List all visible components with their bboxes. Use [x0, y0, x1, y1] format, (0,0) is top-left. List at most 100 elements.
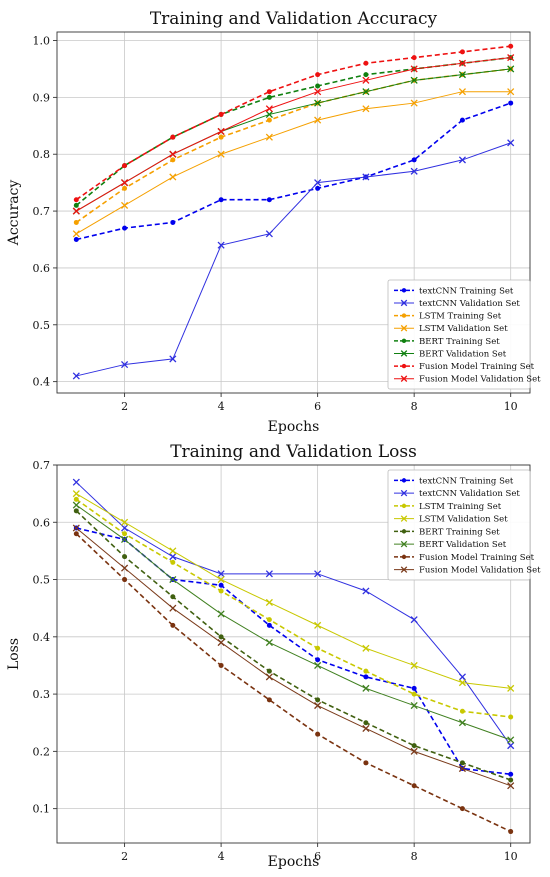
data-point: [72, 230, 80, 238]
data-point: [314, 701, 322, 710]
data-point: [458, 156, 466, 164]
data-point: [459, 117, 465, 123]
data-point: [72, 478, 80, 486]
x-tick-label: 6: [314, 400, 321, 413]
ticks: 2 4 6 8 10 0.4 0.5 0.6 0.7 0.8 0.9 1.0: [33, 35, 518, 413]
y-axis-label: Accuracy: [6, 180, 22, 247]
y-axis-label: Loss: [6, 638, 22, 670]
y-tick-label: 0.4: [33, 631, 51, 644]
series-line: [75, 510, 511, 781]
data-point: [266, 622, 272, 628]
data-point: [315, 83, 321, 89]
data-point: [73, 237, 79, 243]
legend-label: LSTM Validation Set: [419, 324, 508, 334]
data-point: [265, 133, 273, 141]
legend-marker: [400, 515, 408, 522]
legend-label: BERT Validation Set: [419, 540, 507, 550]
data-point: [218, 111, 224, 117]
data-point: [265, 673, 273, 681]
data-point: [508, 714, 514, 720]
series-line: [75, 527, 511, 787]
data-point: [458, 673, 466, 681]
legend-marker: [400, 540, 408, 548]
data-point: [314, 88, 322, 96]
data-point: [121, 524, 129, 532]
data-point: [410, 661, 418, 670]
legend-label: Fusion Model Training Set: [419, 362, 535, 372]
data-point: [411, 685, 417, 691]
data-point: [362, 684, 370, 692]
series-1: [72, 478, 515, 750]
data-point: [362, 724, 370, 733]
y-tick-label: 0.9: [33, 91, 51, 104]
legend-label: textCNN Training Set: [419, 286, 514, 296]
plot-frame: [56, 31, 531, 394]
data-point: [122, 163, 128, 169]
data-point: [458, 679, 466, 687]
data-point: [169, 173, 177, 181]
data-point: [314, 99, 322, 107]
legend-item: Fusion Model Training Set: [394, 553, 535, 563]
data-point: [314, 570, 322, 578]
data-point: [363, 60, 369, 66]
data-point: [121, 535, 129, 544]
data-point: [169, 575, 177, 584]
series-line: [76, 142, 511, 377]
data-point: [410, 167, 418, 175]
legend-marker: [401, 338, 407, 344]
legend-label: BERT Training Set: [419, 337, 500, 347]
legend-item: Fusion Model Validation Set: [394, 375, 541, 385]
data-point: [315, 185, 321, 191]
legend-marker: [400, 375, 408, 382]
data-point: [169, 553, 177, 561]
legend-item: BERT Validation Set: [394, 540, 507, 550]
legend-marker: [400, 489, 408, 497]
data-point: [410, 99, 418, 107]
data-point: [508, 771, 514, 777]
data-point: [315, 731, 321, 737]
legend-item: Fusion Model Training Set: [394, 362, 535, 372]
data-point: [217, 610, 225, 618]
legend-item: LSTM Training Set: [394, 312, 502, 322]
legend-label: BERT Validation Set: [419, 349, 507, 359]
data-point: [507, 782, 515, 790]
data-point: [170, 134, 176, 140]
data-point: [458, 71, 466, 79]
legend-label: LSTM Training Set: [419, 502, 502, 512]
data-point: [363, 674, 369, 680]
data-point: [73, 202, 79, 208]
data-point: [314, 661, 322, 670]
legend-label: BERT Training Set: [419, 527, 500, 537]
series-3: [72, 88, 515, 238]
data-point: [508, 777, 514, 783]
series-2: [73, 496, 514, 720]
data-point: [217, 638, 225, 647]
data-point: [507, 684, 515, 692]
data-point: [266, 668, 272, 674]
series-line: [76, 102, 511, 241]
x-tick-label: 8: [411, 850, 418, 863]
series-line: [75, 498, 511, 718]
series-4: [73, 55, 514, 208]
series-3: [72, 490, 515, 692]
x-axis-label: Epochs: [268, 854, 320, 870]
data-point: [121, 564, 129, 572]
data-point: [265, 638, 273, 647]
data-point: [508, 829, 514, 835]
data-point: [73, 531, 79, 537]
legend-label: textCNN Validation Set: [419, 299, 520, 309]
data-point: [265, 230, 273, 238]
legend-marker: [400, 299, 408, 307]
y-tick-label: 0.5: [33, 574, 51, 587]
data-point: [508, 43, 514, 49]
data-point: [314, 621, 322, 629]
y-tick-label: 1.0: [33, 35, 51, 48]
legend-marker: [401, 529, 407, 534]
data-point: [217, 127, 225, 136]
legend-label: LSTM Training Set: [419, 312, 502, 322]
y-tick-label: 0.8: [33, 148, 51, 161]
legend-item: BERT Validation Set: [394, 349, 507, 359]
legend-box: [387, 469, 531, 581]
data-point: [362, 173, 370, 181]
legend: textCNN Training Set textCNN Validation S…: [387, 469, 541, 581]
